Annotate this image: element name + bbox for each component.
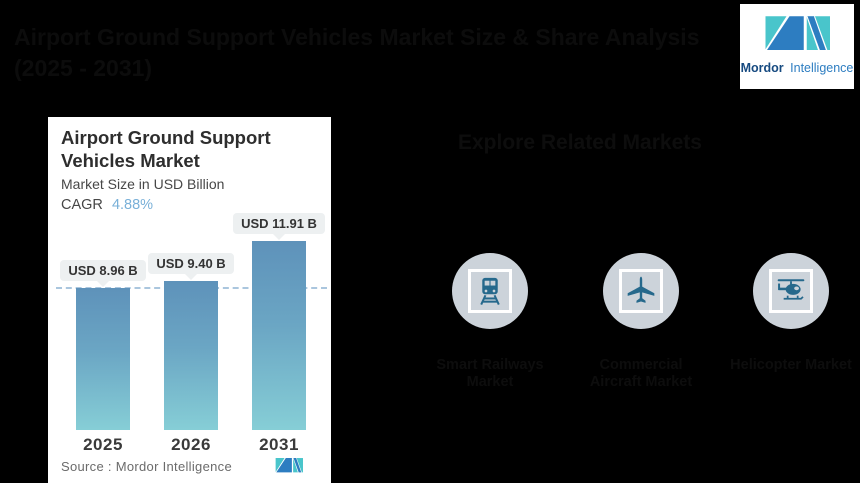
mordor-intelligence-mini-logo-icon <box>275 458 303 473</box>
train-icon <box>480 277 500 306</box>
source-row: Source : Mordor Intelligence <box>61 456 303 476</box>
cagr-value: 4.88% <box>111 197 154 213</box>
icon-square <box>769 269 813 313</box>
bar-group-2026: USD 9.40 B <box>131 253 251 430</box>
chart-subtitle: Market Size in USD Billion <box>61 176 225 192</box>
market-chart-card: Airport Ground Support Vehicles Market M… <box>48 117 331 483</box>
value-label-2026: USD 9.40 B <box>148 253 234 274</box>
brand-logo-box: Mordor Intelligence <box>740 4 854 89</box>
related-markets-heading: Explore Related Markets <box>458 131 702 154</box>
related-market-helicopter: Helicopter Market <box>716 253 860 374</box>
brand-name-light: Intelligence <box>790 61 854 75</box>
related-market-label: Helicopter Market <box>730 357 852 373</box>
brand-name: Mordor Intelligence <box>741 61 854 75</box>
chart-title: Airport Ground Support Vehicles Market <box>61 127 271 171</box>
icon-circle <box>452 253 528 329</box>
value-label-pointer <box>97 281 109 287</box>
page-title: Airport Ground Support Vehicles Market S… <box>14 22 714 84</box>
source-text: Source : Mordor Intelligence <box>61 458 232 474</box>
related-market-aircraft: Commercial Aircraft Market <box>566 253 716 391</box>
related-market-label: Smart Railways Market <box>436 357 544 390</box>
related-market-rail: Smart Railways Market <box>415 253 565 391</box>
value-label-2031: USD 11.91 B <box>233 213 325 234</box>
brand-name-bold: Mordor <box>740 61 784 75</box>
cagr-row: CAGR 4.88% <box>61 197 153 213</box>
value-label-pointer <box>273 234 285 240</box>
bar-2026 <box>164 281 218 430</box>
icon-circle <box>603 253 679 329</box>
airplane-icon <box>627 276 655 303</box>
x-tick-2026: 2026 <box>171 435 211 454</box>
icon-square <box>468 269 512 313</box>
bar-2025 <box>76 288 130 430</box>
cagr-label: CAGR <box>61 197 103 213</box>
x-tick-2025: 2025 <box>83 435 123 454</box>
page-title-line2: (2025 - 2031) <box>14 55 153 81</box>
icon-circle <box>753 253 829 329</box>
value-label-pointer <box>185 274 197 280</box>
value-label-2025: USD 8.96 B <box>60 260 146 281</box>
icon-square <box>619 269 663 313</box>
helicopter-icon <box>777 279 805 300</box>
bar-group-2025: USD 8.96 B <box>43 260 163 430</box>
page-title-line1: Airport Ground Support Vehicles Market S… <box>14 24 700 50</box>
mordor-intelligence-logo-icon <box>765 16 830 50</box>
bar-2031 <box>252 241 306 430</box>
bar-group-2031: USD 11.91 B <box>219 213 339 430</box>
x-tick-2031: 2031 <box>259 435 299 454</box>
related-market-label: Commercial Aircraft Market <box>589 357 693 390</box>
